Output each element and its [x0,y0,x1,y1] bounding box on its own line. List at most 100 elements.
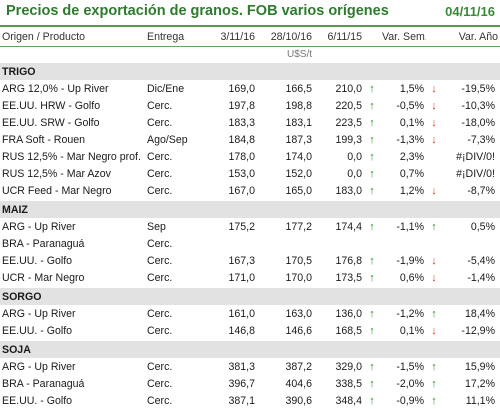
entrega-cell: Cerc. [147,271,173,284]
col-entrega[interactable]: Entrega [145,27,207,47]
var-anio-cell: -1,4% [467,271,495,284]
var-sem-cell: -1,5% [396,360,424,373]
var-anio-cell: 17,2% [464,377,495,390]
arrow-up-icon: ↑ [431,360,437,373]
entrega-cell: Cerc. [147,116,173,129]
col-origen[interactable]: Origen / Producto [0,27,145,47]
price-date-1-cell: 178,0 [228,150,255,163]
origen-cell: FRA Soft - Rouen [2,133,86,146]
var-sem-cell [380,235,426,252]
table-row[interactable]: EE.UU. - Golfo Cerc. 146,8 146,6 168,5 ↑ 0,1% ↓… [0,322,500,340]
price-date-3-cell [314,235,364,252]
table-row[interactable]: EE.UU. SRW - Golfo Cerc. 183,3 183,1 223,5 ↑ 0… [0,114,500,131]
origen-cell: ARG 12,0% - Up River [2,82,109,95]
entrega-cell: Cerc. [147,254,173,267]
table-row[interactable]: ARG 12,0% - Up River Dic/Ene 169,0 166,5 210… [0,80,500,97]
price-date-3-cell: 338,5 [335,377,362,390]
var-sem-cell: -1,2% [396,307,424,320]
var-anio-cell: 11,1% [465,394,495,407]
table-row[interactable]: UCR - Mar Negro Cerc. 171,0 170,0 173,5 ↑ 0,6%… [0,269,500,287]
arrow-up-icon: ↑ [369,150,375,163]
origen-cell: EE.UU. SRW - Golfo [2,116,100,129]
arrow-up-icon: ↑ [431,377,437,390]
table-row[interactable]: EE.UU. HRW - Golfo Cerc. 197,8 198,8 220,5 ↑ -… [0,97,500,114]
origen-cell: EE.UU. HRW - Golfo [2,99,101,112]
arrow-down-icon: ↓ [431,184,437,197]
col-var-sem[interactable]: Var. Sem. [380,27,426,47]
var-anio-cell: #¡DIV/0! [456,167,495,180]
price-date-1-cell: 183,3 [228,116,255,129]
price-date-1-cell: 171,0 [228,271,255,284]
origen-cell: RUS 12,5% - Mar Azov [2,167,111,180]
var-sem-cell: 0,7% [399,167,424,180]
var-anio-cell: 0,5% [470,220,495,233]
table-row[interactable]: BRA - Paranaguá Cerc. 396,7 404,6 338,5 ↑ -2,0… [0,375,500,392]
var-anio-cell [440,235,500,252]
arrow-down-icon: ↓ [431,271,437,284]
arrow-up-icon: ↑ [369,394,375,407]
var-anio-cell: -5,4% [467,254,495,267]
origen-cell: EE.UU. - Golfo [2,254,73,267]
arrow-up-icon: ↑ [369,184,375,197]
entrega-cell: Sep [147,220,166,233]
col-date-2[interactable]: 28/10/16 [257,27,314,47]
price-date-2-cell [257,235,314,252]
price-date-2-cell: 387,2 [285,360,312,373]
entrega-cell: Dic/Ene [147,82,185,95]
var-sem-cell: 2,3% [399,150,424,163]
price-date-1-cell: 396,7 [228,377,255,390]
arrow-up-icon: ↑ [369,82,375,95]
units-label: U$S/t [286,48,312,60]
arrow-up-icon: ↑ [369,167,375,180]
arrow-up-icon: ↑ [369,99,375,112]
arrow-down-icon: ↓ [431,133,437,146]
origen-cell: BRA - Paranaguá [2,377,85,390]
origen-cell: UCR Feed - Mar Negro [2,184,112,197]
price-date-1-cell: 197,8 [228,99,255,112]
var-sem-cell: 0,6% [399,271,424,284]
var-anio-cell: -8,7% [467,184,495,197]
table-row[interactable]: RUS 12,5% - Mar Azov Cerc. 153,0 152,0 0,0 ↑ 0… [0,165,500,182]
col-date-3[interactable]: 6/11/15 [314,27,364,47]
var-sem-cell: 1,5% [399,82,424,95]
price-date-2-cell: 187,3 [285,133,312,146]
origen-cell: EE.UU. - Golfo [2,324,73,337]
col-var-anio[interactable]: Var. Año [440,27,500,47]
var-anio-cell: -12,9% [461,324,495,337]
price-date-1-cell: 175,2 [228,220,255,233]
var-sem-cell: -2,0% [396,377,424,390]
section-header: TRIGO [0,61,500,80]
price-date-2-cell: 166,5 [285,82,312,95]
price-date-1-cell: 387,1 [228,394,255,407]
section-header: SOJA [0,339,500,358]
arrow-up-icon: ↑ [369,377,375,390]
price-date-3-cell: 183,0 [335,184,362,197]
table-row[interactable]: FRA Soft - Rouen Ago/Sep 184,8 187,3 199,3 ↑ -… [0,131,500,148]
table-row[interactable]: ARG - Up River Sep 175,2 177,2 174,4 ↑ -1,1% ↑ 0… [0,218,500,235]
entrega-cell: Cerc. [147,394,173,407]
entrega-cell: Cerc. [147,360,173,373]
table-row[interactable]: EE.UU. - Golfo Cerc. 387,1 390,6 348,4 ↑ -0,9%… [0,392,500,409]
var-anio-cell: -10,3% [461,99,495,112]
section-title: SOJA [0,339,500,358]
title-divider [0,25,500,27]
table-row[interactable]: EE.UU. - Golfo Cerc. 167,3 170,5 176,8 ↑ -1,9%… [0,252,500,269]
table-row[interactable]: RUS 12,5% - Mar Negro prof. Cerc. 178,0 174… [0,148,500,165]
table-row[interactable]: ARG - Up River Cerc. 161,0 163,0 136,0 ↑ -1,2%… [0,305,500,322]
report-title: Precios de exportación de granos. FOB va… [6,3,389,19]
price-date-2-cell: 198,8 [285,99,312,112]
price-date-3-cell: 348,4 [335,394,362,407]
table-row[interactable]: ARG - Up River Cerc. 381,3 387,2 329,0 ↑ -1,5%… [0,358,500,375]
var-anio-cell: -18,0% [461,116,495,129]
price-date-1-cell: 146,8 [228,324,255,337]
origen-cell: UCR - Mar Negro [2,271,85,284]
arrow-down-icon: ↓ [431,254,437,267]
arrow-down-icon: ↓ [431,82,437,95]
table-row[interactable]: BRA - Paranaguá Cerc. [0,235,500,252]
col-date-1[interactable]: 3/11/16 [207,27,257,47]
table-row[interactable]: UCR Feed - Mar Negro Cerc. 167,0 165,0 183,0… [0,182,500,200]
price-date-1-cell [207,235,257,252]
table-body: TRIGO ARG 12,0% - Up River Dic/Ene 169,0 166… [0,61,500,409]
price-date-3-cell: 176,8 [335,254,362,267]
